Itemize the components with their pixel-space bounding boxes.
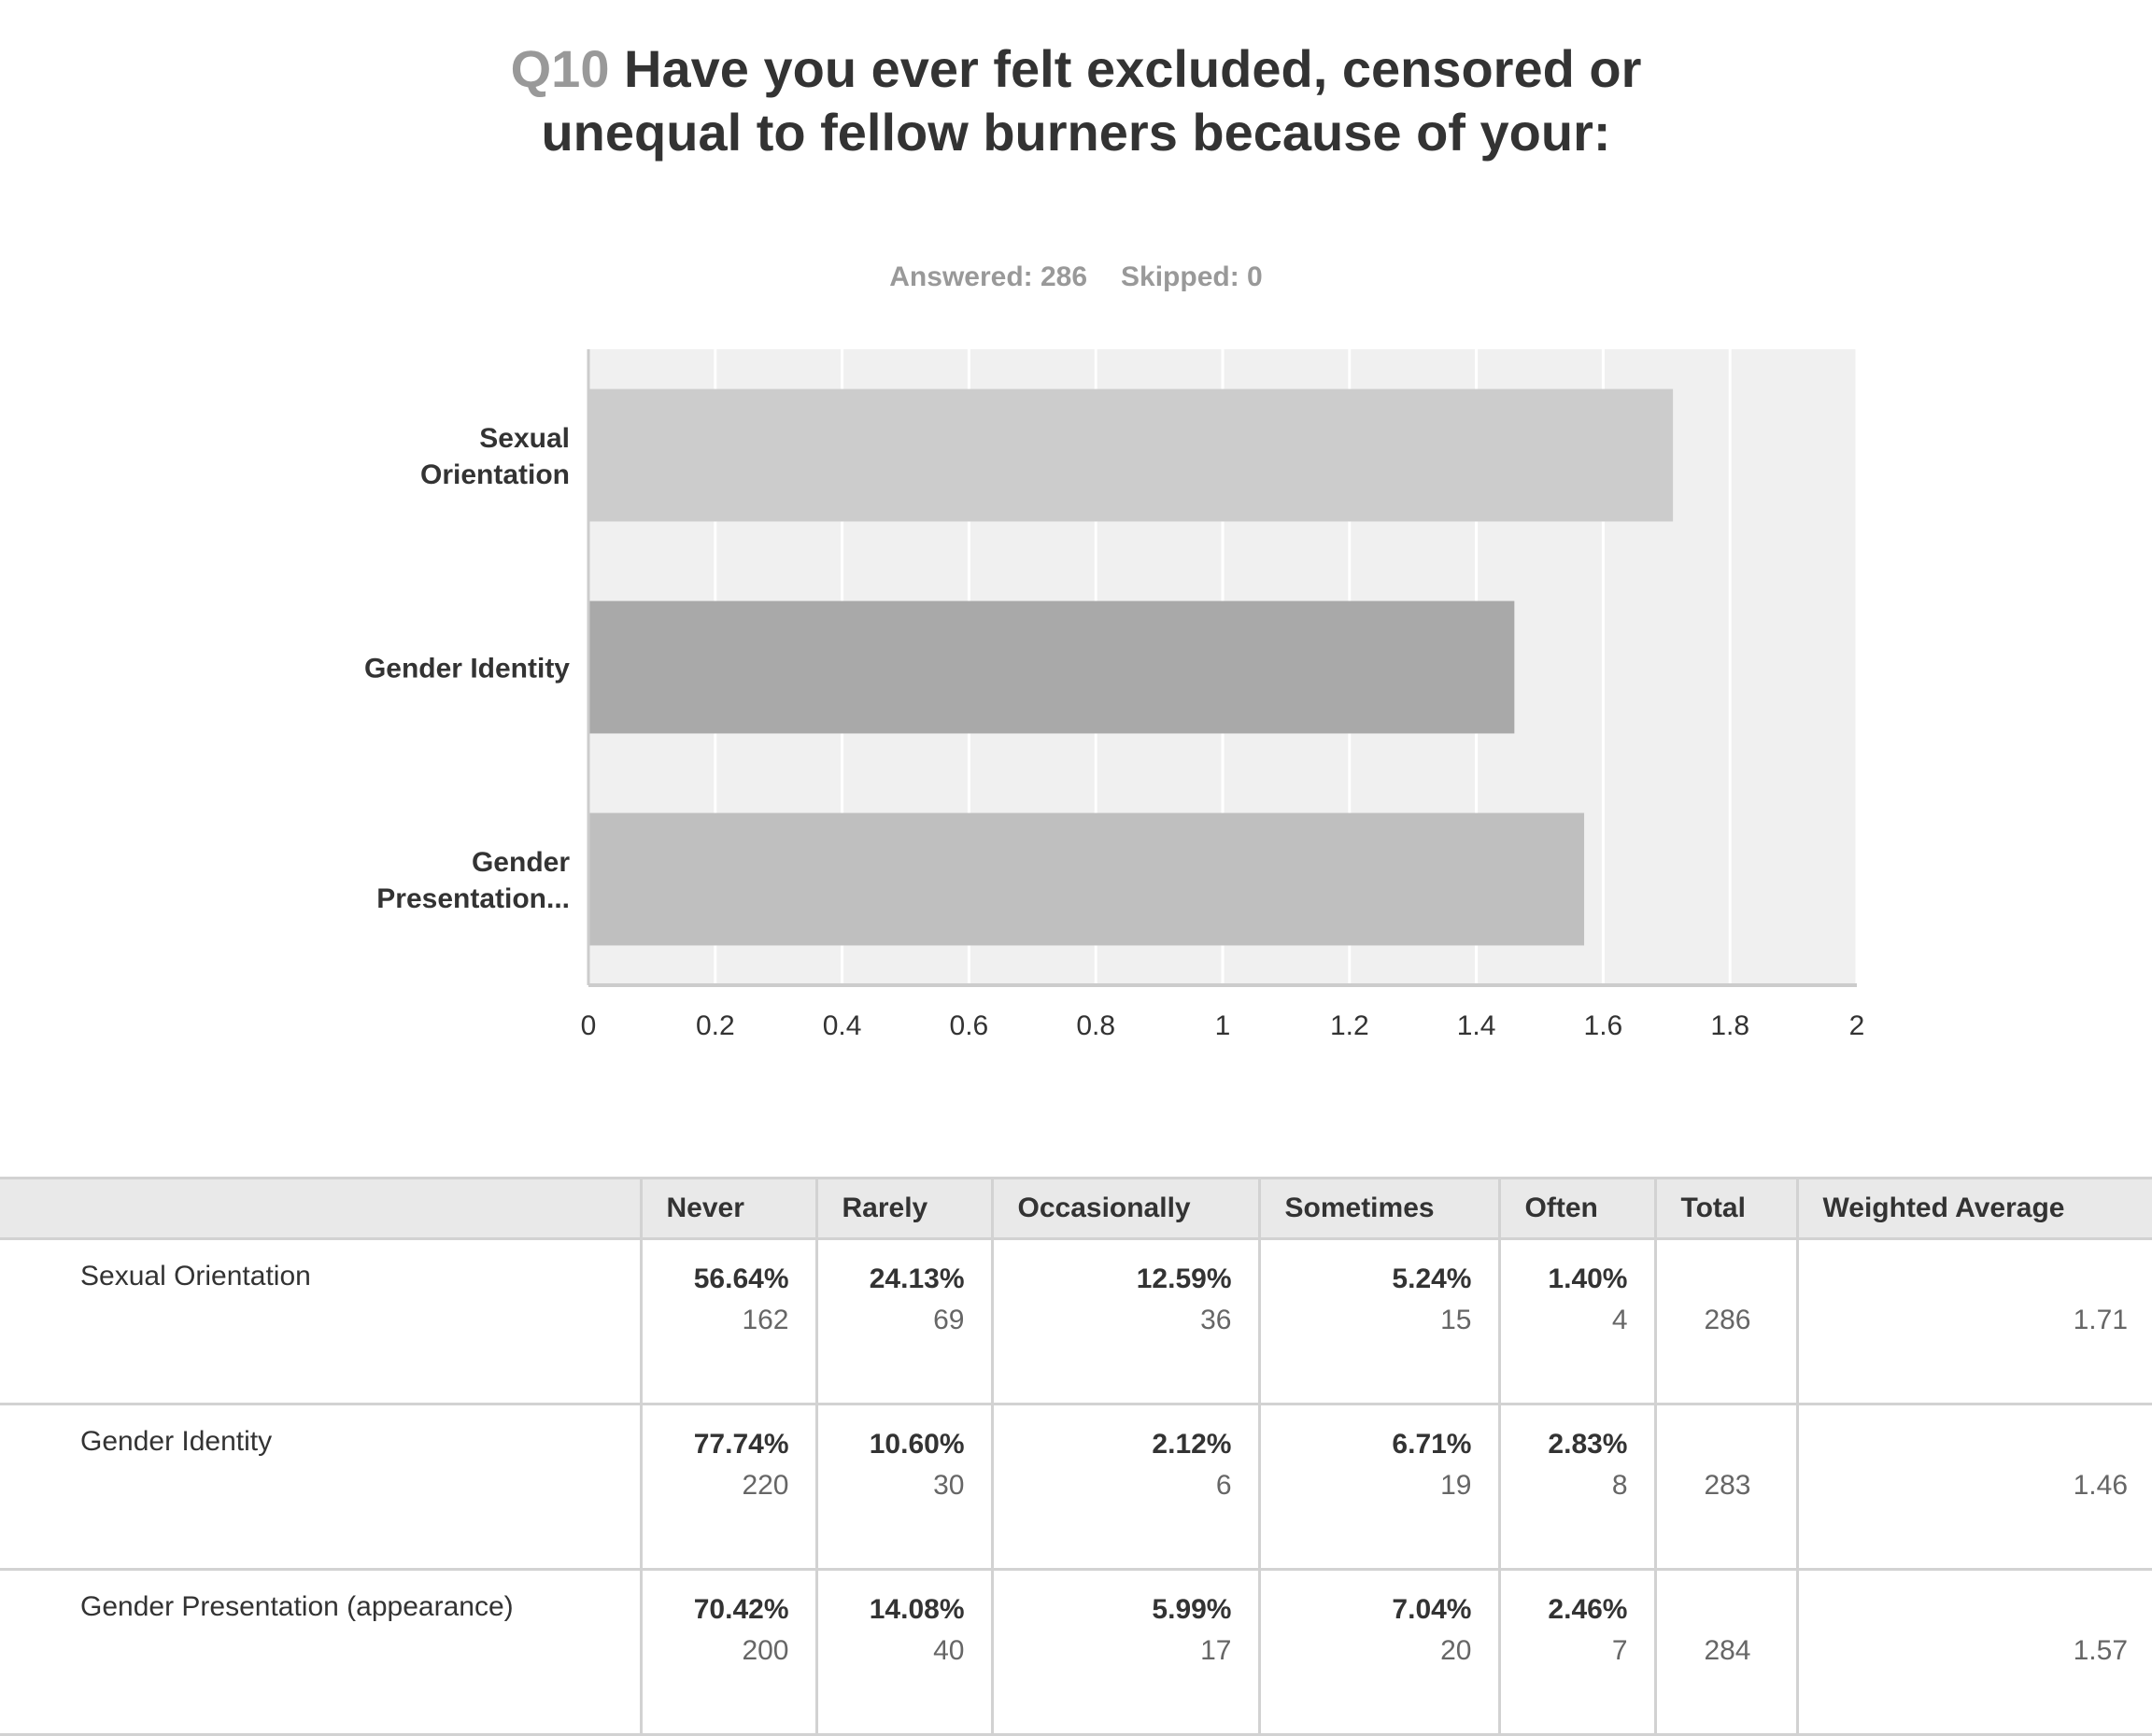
answered-count: Answered: 286 [889, 261, 1088, 292]
bar-chart: 0 0.2 0.4 0.6 0.8 1 1.2 1.4 1.6 1.8 2 Sexual Orienta… [364, 349, 1865, 1041]
x-tick-label: 1.6 [1584, 1010, 1623, 1041]
cell-never: 77.74% 220 [639, 1403, 818, 1571]
header-occasionally: Occasionally [990, 1177, 1261, 1240]
header-weighted-average: Weighted Average [1795, 1177, 2152, 1240]
cell-weighted-average: 1.71 [1795, 1237, 2152, 1405]
y-category-label: Orientation [420, 459, 570, 490]
x-tick-label: 0.8 [1076, 1010, 1115, 1041]
x-tick-label: 0.4 [823, 1010, 862, 1041]
y-category-label: Presentation... [376, 883, 570, 914]
cell-sometimes: 7.04% 20 [1257, 1568, 1501, 1736]
skipped-count: Skipped: 0 [1121, 261, 1263, 292]
row-label: Sexual Orientation [0, 1237, 643, 1405]
bar [588, 388, 1674, 522]
row-label: Gender Presentation (appearance) [0, 1568, 643, 1736]
cell-occasionally: 2.12% 6 [990, 1403, 1261, 1571]
question-text: Have you ever felt excluded, censored or… [541, 39, 1642, 162]
cell-occasionally: 12.59% 36 [990, 1237, 1261, 1405]
question-number: Q10 [510, 39, 610, 98]
cell-sometimes: 5.24% 15 [1257, 1237, 1501, 1405]
x-tick-label: 1.4 [1457, 1010, 1496, 1041]
cell-weighted-average: 1.46 [1795, 1403, 2152, 1571]
cell-total: 284 [1653, 1568, 1799, 1736]
row-label: Gender Identity [0, 1403, 643, 1571]
results-table: Never Rarely Occasionally Sometimes Ofte… [0, 1177, 2152, 1736]
cell-never: 56.64% 162 [639, 1237, 818, 1405]
x-tick-label: 1.2 [1330, 1010, 1369, 1041]
cell-weighted-average: 1.57 [1795, 1568, 2152, 1736]
cell-rarely: 10.60% 30 [814, 1403, 994, 1571]
cell-total: 283 [1653, 1403, 1799, 1571]
cell-rarely: 14.08% 40 [814, 1568, 994, 1736]
response-stats: Answered: 286 Skipped: 0 [0, 261, 2152, 293]
bar [588, 600, 1515, 734]
x-tick-label: 0.2 [696, 1010, 735, 1041]
x-tick-label: 0 [581, 1010, 597, 1041]
y-category-label: Gender [472, 847, 570, 878]
header-blank [0, 1177, 643, 1240]
y-category-label: Gender Identity [364, 654, 570, 685]
table-row: Gender Presentation (appearance) 70.42% 2… [0, 1568, 2152, 1736]
header-rarely: Rarely [814, 1177, 994, 1240]
cell-total: 286 [1653, 1237, 1799, 1405]
cell-occasionally: 5.99% 17 [990, 1568, 1261, 1736]
x-tick-label: 0.6 [950, 1010, 989, 1041]
header-sometimes: Sometimes [1257, 1177, 1501, 1240]
x-tick-label: 2 [1849, 1010, 1865, 1041]
header-never: Never [639, 1177, 818, 1240]
cell-never: 70.42% 200 [639, 1568, 818, 1736]
header-total: Total [1653, 1177, 1799, 1240]
y-category-label: Sexual [479, 423, 570, 454]
cell-often: 2.83% 8 [1497, 1403, 1657, 1571]
cell-rarely: 24.13% 69 [814, 1237, 994, 1405]
header-often: Often [1497, 1177, 1657, 1240]
table-row: Gender Identity 77.74% 220 10.60% 30 2.12%… [0, 1403, 2152, 1571]
table-row: Sexual Orientation 56.64% 162 24.13% 69 12… [0, 1237, 2152, 1405]
cell-sometimes: 6.71% 19 [1257, 1403, 1501, 1571]
question-title: Q10 Have you ever felt excluded, censore… [504, 37, 1648, 164]
table-header-row: Never Rarely Occasionally Sometimes Ofte… [0, 1177, 2152, 1240]
cell-often: 2.46% 7 [1497, 1568, 1657, 1736]
x-tick-label: 1.8 [1710, 1010, 1749, 1041]
x-tick-label: 1 [1215, 1010, 1231, 1041]
cell-often: 1.40% 4 [1497, 1237, 1657, 1405]
bar [588, 812, 1585, 946]
